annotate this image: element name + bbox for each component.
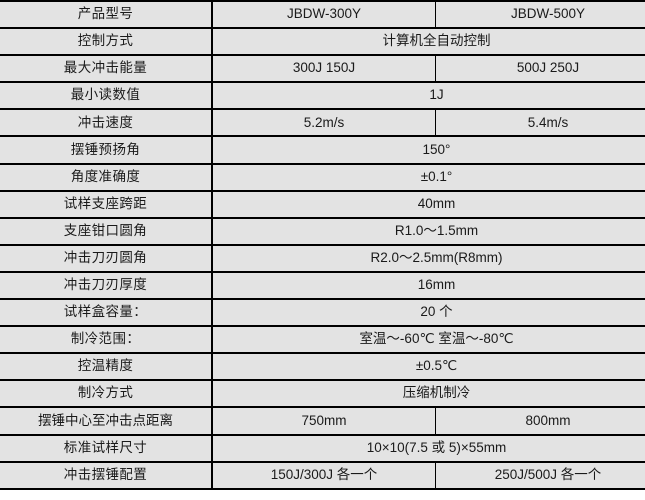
spec-value-shared: R2.0～2.5mm(R8mm) <box>212 243 645 273</box>
spec-value-model-300y: 750mm <box>212 406 436 436</box>
spec-value-shared: 16mm <box>212 270 645 301</box>
spec-value-shared: 1J <box>212 81 645 111</box>
spec-value-model-500y: 500J 250J <box>435 54 645 84</box>
table-row: 试样盒容量： 20 个 <box>0 298 645 328</box>
spec-label: 最小读数值 <box>0 81 213 111</box>
spec-label: 冲击摆锤配置 <box>0 460 213 490</box>
spec-value-model-300y: 5.2m/s <box>212 108 436 138</box>
table-row: 控制方式 计算机全自动控制 <box>0 27 645 57</box>
spec-label: 试样支座跨距 <box>0 189 213 219</box>
spec-value-shared: ±0.1° <box>212 162 645 192</box>
spec-value-shared: R1.0～1.5mm <box>212 216 645 246</box>
table-row: 最大冲击能量 300J 150J 500J 250J <box>0 54 645 84</box>
spec-value-shared: 压缩机制冷 <box>212 379 645 409</box>
spec-value-shared: 室温～-60℃ 室温～-80℃ <box>212 325 645 355</box>
spec-label: 最大冲击能量 <box>0 54 213 84</box>
table-row: 试样支座跨距 40mm <box>0 189 645 219</box>
spec-label: 试样盒容量： <box>0 298 213 328</box>
table-row: 制冷方式 压缩机制冷 <box>0 379 645 409</box>
table-row: 角度准确度 ±0.1° <box>0 162 645 192</box>
table-row: 制冷范围： 室温～-60℃ 室温～-80℃ <box>0 325 645 355</box>
table-row: 摆锤预扬角 150° <box>0 135 645 165</box>
spec-label: 支座钳口圆角 <box>0 216 213 246</box>
spec-value-model-300y: JBDW-300Y <box>212 0 436 30</box>
spec-label: 角度准确度 <box>0 162 213 192</box>
spec-value-model-500y: 250J/500J 各一个 <box>435 460 645 490</box>
spec-label: 制冷方式 <box>0 379 213 409</box>
table-row: 冲击速度 5.2m/s 5.4m/s <box>0 108 645 138</box>
table-row: 产品型号 JBDW-300Y JBDW-500Y <box>0 0 645 30</box>
spec-value-model-300y: 150J/300J 各一个 <box>212 460 436 490</box>
spec-label: 摆锤预扬角 <box>0 135 213 165</box>
spec-label: 标准试样尺寸 <box>0 433 213 463</box>
spec-label: 冲击刀刃厚度 <box>0 270 213 301</box>
spec-value-model-500y: 5.4m/s <box>435 108 645 138</box>
table-row: 控温精度 ±0.5℃ <box>0 352 645 382</box>
spec-label: 控制方式 <box>0 27 213 57</box>
table-row: 标准试样尺寸 10×10(7.5 或 5)×55mm <box>0 433 645 463</box>
spec-value-model-500y: 800mm <box>435 406 645 436</box>
spec-label: 制冷范围： <box>0 325 213 355</box>
spec-value-shared: 40mm <box>212 189 645 219</box>
spec-value-shared: ±0.5℃ <box>212 352 645 382</box>
table-row: 最小读数值 1J <box>0 81 645 111</box>
spec-label: 冲击刀刃圆角 <box>0 243 213 273</box>
spec-label: 摆锤中心至冲击点距离 <box>0 406 213 436</box>
spec-value-shared: 150° <box>212 135 645 165</box>
spec-value-shared: 计算机全自动控制 <box>212 27 645 57</box>
spec-label: 控温精度 <box>0 352 213 382</box>
table-row: 冲击刀刃厚度 16mm <box>0 270 645 301</box>
spec-value-model-300y: 300J 150J <box>212 54 436 84</box>
table-row: 支座钳口圆角 R1.0～1.5mm <box>0 216 645 246</box>
table-row: 冲击刀刃圆角 R2.0～2.5mm(R8mm) <box>0 243 645 273</box>
spec-value-shared: 20 个 <box>212 298 645 328</box>
table-row: 摆锤中心至冲击点距离 750mm 800mm <box>0 406 645 436</box>
spec-label: 产品型号 <box>0 0 213 30</box>
spec-value-shared: 10×10(7.5 或 5)×55mm <box>212 433 645 463</box>
spec-value-model-500y: JBDW-500Y <box>435 0 645 30</box>
table-row: 冲击摆锤配置 150J/300J 各一个 250J/500J 各一个 <box>0 460 645 490</box>
spec-label: 冲击速度 <box>0 108 213 138</box>
